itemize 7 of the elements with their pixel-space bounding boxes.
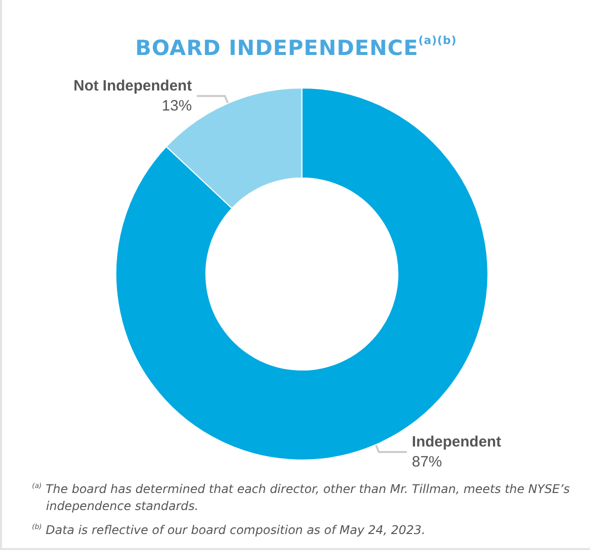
text: $^{(b)}$ Data is reflective of our board composition as of May 24, 2023. [32,522,426,539]
slice-label: Not Independent [74,77,192,94]
chart-title: BOARD INDEPENDENCE$^{(a)(b)}$ [134,34,458,60]
data-label: 87% [412,454,442,471]
data-label: 13% [162,97,192,114]
slice-label: Independent [412,434,502,451]
text: $^{(a)}$ The board has determined that each director, other than Mr. Tillman, meets the NYSE’s independence standards. [32,481,570,515]
